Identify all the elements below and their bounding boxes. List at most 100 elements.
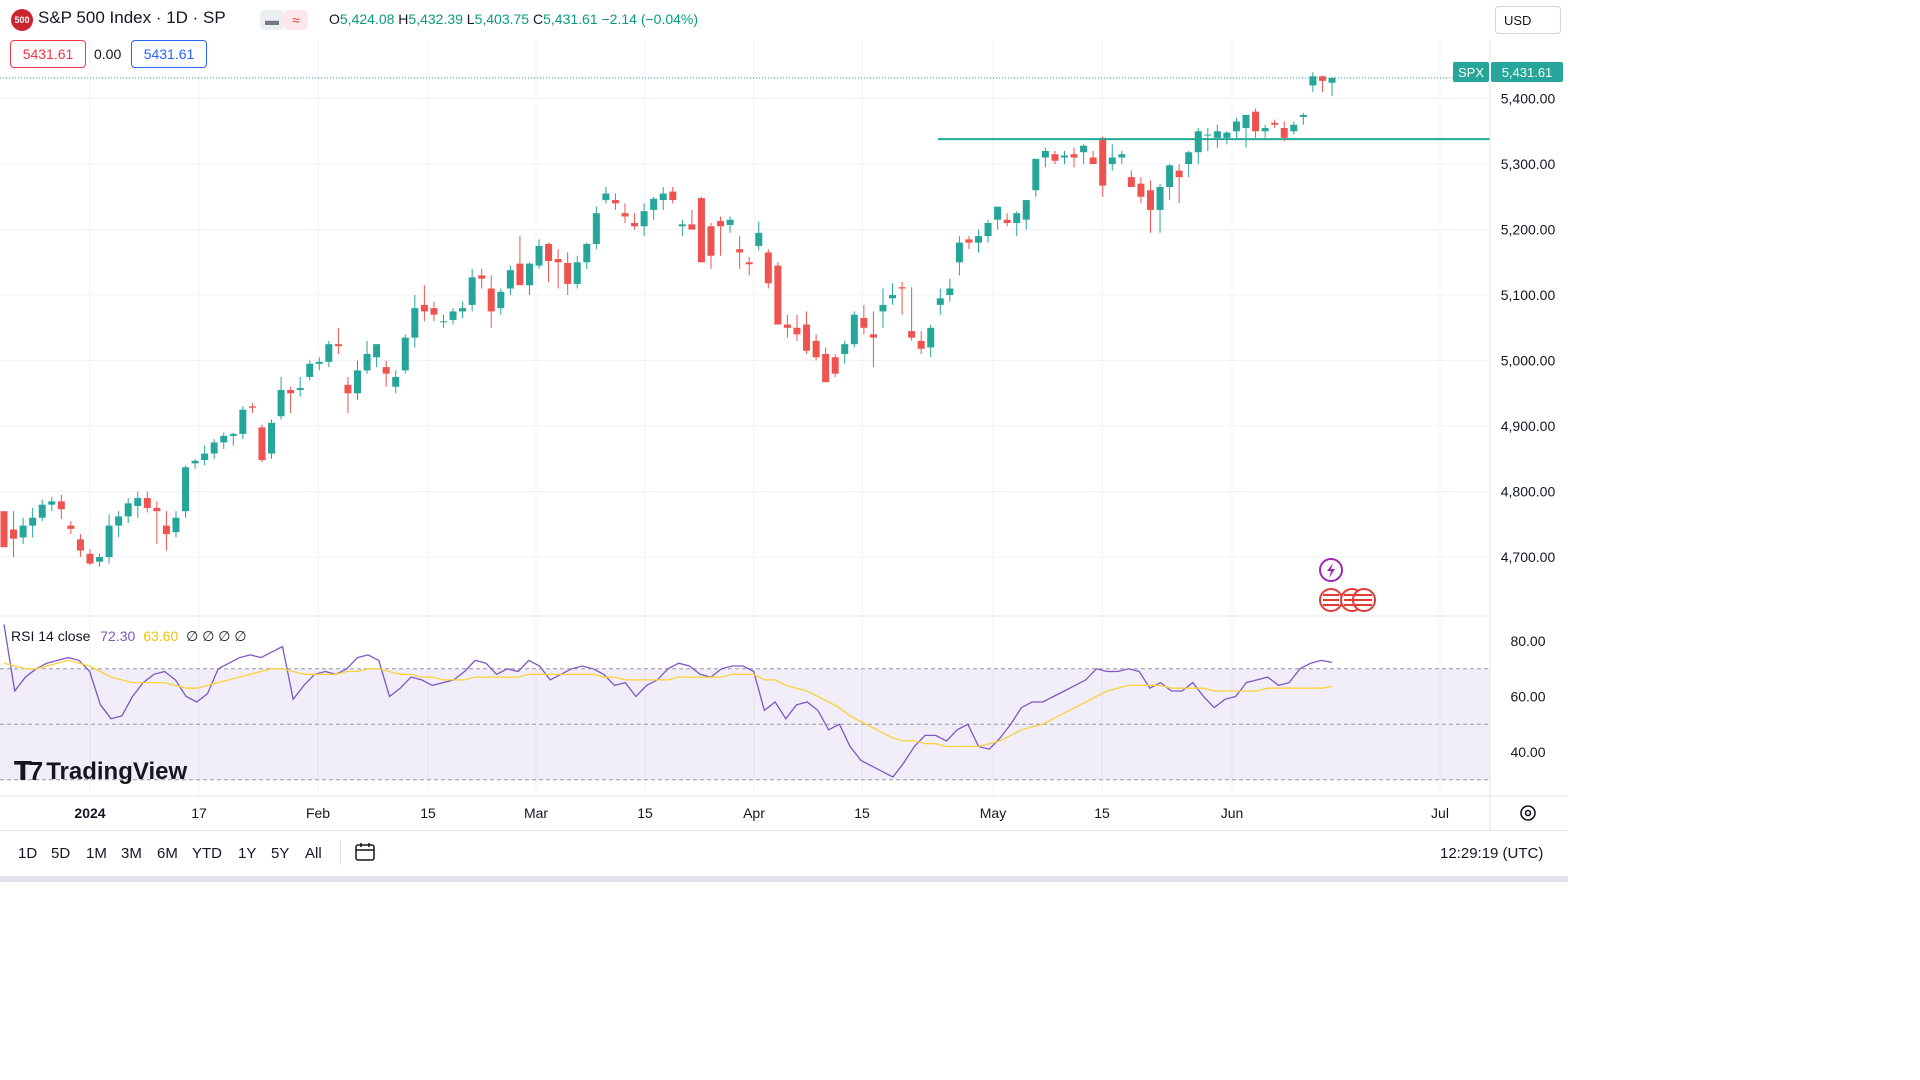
range-button-5d[interactable]: 5D bbox=[51, 845, 71, 862]
range-button-all[interactable]: All bbox=[305, 845, 322, 862]
candle bbox=[1223, 131, 1231, 145]
candle-body bbox=[936, 298, 944, 305]
candle bbox=[1185, 150, 1193, 178]
candle-body bbox=[994, 206, 1002, 220]
candle bbox=[1118, 150, 1126, 165]
rsi-axis: 40.00 60.00 80.00 bbox=[1510, 633, 1545, 760]
candle-body bbox=[57, 501, 65, 510]
candle bbox=[430, 301, 438, 322]
price-label-symbol: SPX bbox=[1458, 65, 1484, 80]
range-button-1d[interactable]: 1D bbox=[18, 845, 38, 862]
candle-body bbox=[96, 557, 104, 562]
candle bbox=[764, 249, 772, 289]
rsi-band bbox=[0, 668, 1490, 781]
candle-body bbox=[516, 263, 524, 286]
candle bbox=[287, 386, 295, 413]
candle bbox=[10, 511, 18, 558]
compare-icon[interactable]: ≈ bbox=[284, 10, 308, 30]
rsi-legend[interactable]: RSI 14 close 72.30 63.60 ∅ ∅ ∅ ∅ bbox=[11, 628, 247, 645]
range-button-6m[interactable]: 6M bbox=[157, 845, 178, 862]
candle bbox=[650, 196, 658, 220]
candle bbox=[1252, 108, 1260, 138]
candle bbox=[67, 521, 75, 535]
candle bbox=[172, 511, 180, 538]
candle-body bbox=[697, 198, 705, 263]
candle bbox=[1060, 150, 1068, 165]
candle-body bbox=[1118, 154, 1126, 158]
candle-body bbox=[545, 243, 553, 261]
rsi-line bbox=[3, 624, 1333, 778]
range-button-3m[interactable]: 3M bbox=[121, 845, 142, 862]
candle bbox=[879, 288, 887, 328]
candle-body bbox=[1051, 154, 1059, 161]
candle bbox=[420, 285, 428, 322]
chart-canvas[interactable]: 4,700.00 4,800.00 4,900.00 5,000.00 5,100.00… bbox=[0, 0, 1568, 882]
range-button-5y[interactable]: 5Y bbox=[271, 845, 290, 862]
time-tick-label: 2024 bbox=[74, 805, 105, 821]
candle-body bbox=[640, 211, 648, 227]
events-markers[interactable] bbox=[1319, 558, 1376, 612]
candle-body bbox=[201, 453, 209, 461]
rsi-tick-label: 60.00 bbox=[1510, 689, 1545, 705]
candle-body bbox=[1089, 157, 1097, 165]
candle bbox=[535, 239, 543, 269]
candle-body bbox=[850, 314, 858, 345]
candle-body bbox=[965, 239, 973, 243]
candle-body bbox=[1213, 131, 1221, 138]
date-range-icon[interactable] bbox=[354, 841, 376, 863]
candle bbox=[850, 311, 858, 348]
buy-price-box[interactable]: 5431.61 bbox=[131, 40, 207, 68]
rsi-legend-ma: 63.60 bbox=[143, 628, 179, 644]
candle-body bbox=[1060, 155, 1068, 158]
candle bbox=[1280, 121, 1288, 142]
candle-body bbox=[908, 331, 916, 338]
footer-strip bbox=[0, 876, 1568, 882]
candle-body bbox=[812, 340, 820, 358]
rsi-legend-extras: ∅ ∅ ∅ ∅ bbox=[186, 628, 247, 644]
time-tick-label: 15 bbox=[637, 805, 653, 821]
range-button-1m[interactable]: 1M bbox=[86, 845, 107, 862]
time-tick-label: 17 bbox=[191, 805, 207, 821]
settings-gear-icon[interactable] bbox=[1520, 805, 1536, 821]
range-button-ytd[interactable]: YTD bbox=[192, 845, 222, 862]
candle-body bbox=[373, 344, 381, 358]
candle-body bbox=[717, 221, 725, 227]
candle bbox=[525, 262, 533, 296]
hide-button[interactable]: ▬ bbox=[260, 10, 284, 30]
candle-body bbox=[1156, 186, 1164, 210]
candle-body bbox=[726, 219, 734, 225]
candle bbox=[325, 340, 333, 368]
candle-body bbox=[325, 344, 333, 362]
candle-body bbox=[860, 317, 868, 328]
candle bbox=[153, 501, 161, 544]
candle bbox=[48, 496, 56, 512]
candle bbox=[583, 242, 591, 269]
ohlc-values: O5,424.08 H5,432.39 L5,403.75 C5,431.61 … bbox=[329, 11, 699, 27]
spread-value: 0.00 bbox=[94, 46, 122, 62]
candle bbox=[497, 288, 505, 315]
candle bbox=[1156, 183, 1164, 233]
candle-body bbox=[803, 324, 811, 351]
candle-body bbox=[162, 525, 170, 535]
candle bbox=[1013, 211, 1021, 237]
symbol-title[interactable]: S&P 500 Index · 1D · SP bbox=[38, 8, 226, 27]
candle bbox=[602, 186, 610, 204]
candle bbox=[248, 403, 256, 413]
rsi-legend-value: 72.30 bbox=[100, 628, 136, 644]
candle bbox=[1194, 128, 1202, 165]
candle-body bbox=[602, 193, 610, 201]
candle bbox=[459, 301, 467, 318]
candle bbox=[86, 549, 94, 565]
clock[interactable]: 12:29:19 (UTC) bbox=[1440, 845, 1544, 862]
candle bbox=[29, 507, 37, 538]
candle-body bbox=[124, 503, 132, 517]
candle-body bbox=[439, 321, 447, 323]
candle-body bbox=[105, 525, 113, 558]
price-tick-label: 4,900.00 bbox=[1501, 418, 1556, 434]
candle-body bbox=[239, 409, 247, 434]
currency-select[interactable]: USD bbox=[1495, 6, 1561, 34]
tradingview-logo[interactable]: 𝗧7 TradingView bbox=[14, 756, 187, 787]
range-button-1y[interactable]: 1Y bbox=[238, 845, 257, 862]
sell-price-box[interactable]: 5431.61 bbox=[10, 40, 86, 68]
price-label-value: 5,431.61 bbox=[1502, 65, 1553, 80]
